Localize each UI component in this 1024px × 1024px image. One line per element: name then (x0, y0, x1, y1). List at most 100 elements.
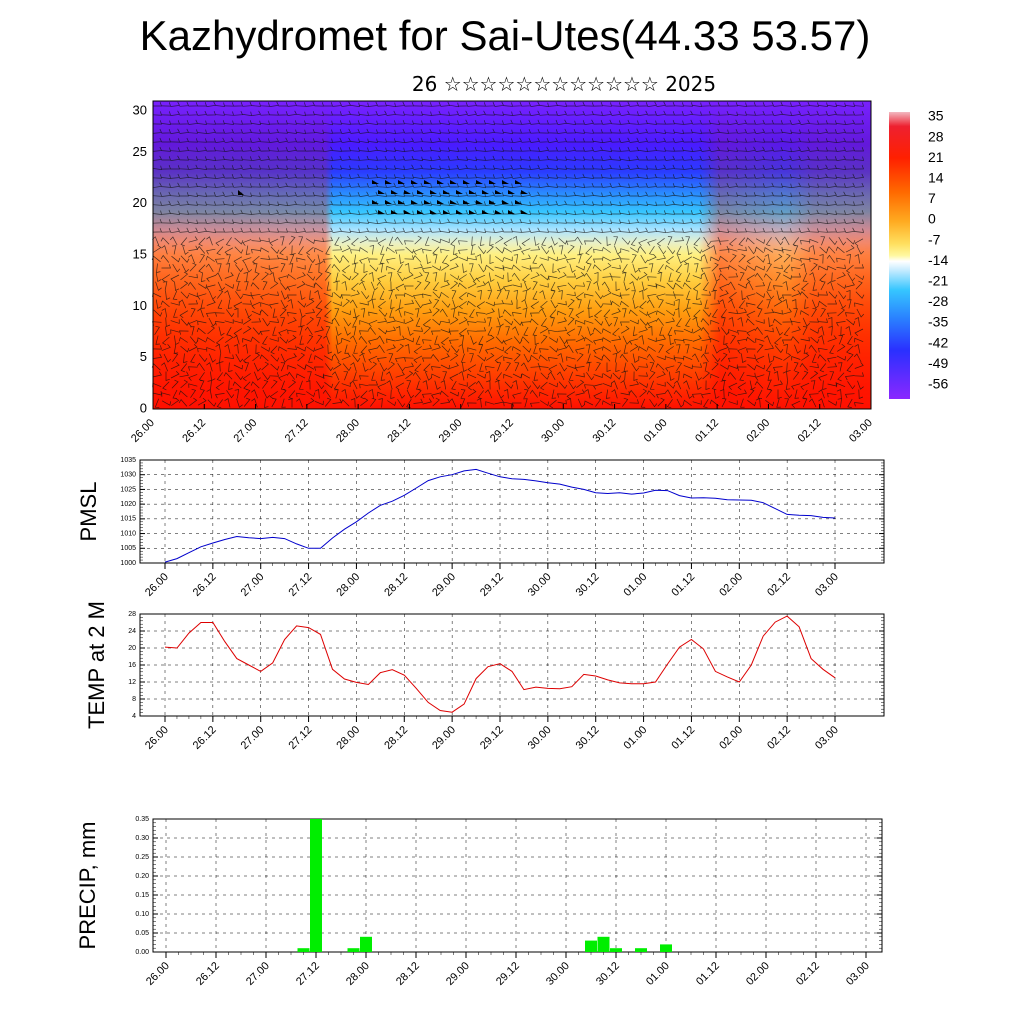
temp-ylabel: TEMP at 2 M (84, 601, 109, 729)
x-tick-label: 30.00 (526, 571, 554, 599)
colorbar-label: -21 (928, 273, 948, 289)
y-tick-label: 0.05 (135, 930, 149, 937)
precip-bar (585, 940, 597, 952)
x-tick-label: 26.00 (143, 571, 171, 599)
x-tick-label: 29.12 (478, 571, 506, 599)
x-tick-label: 26.00 (143, 724, 171, 752)
y-tick-label: 0.00 (135, 949, 149, 956)
precip-bar (635, 948, 647, 952)
y-tick-label: 1015 (120, 516, 136, 523)
y-tick-label: 0.20 (135, 873, 149, 880)
chart-title: Kazhydromet for Sai-Utes(44.33 53.57) (139, 12, 871, 59)
pmsl-frame (139, 459, 885, 564)
x-tick-label: 30.12 (594, 960, 622, 988)
x-tick-label: 29.12 (494, 960, 522, 988)
x-tick-label: 01.12 (694, 960, 722, 988)
y-tick-label: 10 (133, 298, 147, 313)
chart-subtitle: 26 ☆☆☆☆☆☆☆☆☆☆☆☆ 2025 (411, 72, 717, 96)
x-tick-label: 30.00 (544, 960, 572, 988)
colorbar-label: -42 (928, 334, 948, 350)
precip-bar (360, 936, 372, 952)
y-tick-label: 28 (128, 611, 136, 618)
precip-bar (310, 819, 322, 952)
x-tick-label: 02.00 (744, 960, 772, 988)
y-tick-label: 1035 (120, 457, 136, 464)
x-tick-label: 03.00 (813, 724, 841, 752)
x-tick-label: 28.00 (334, 417, 362, 445)
y-tick-label: 24 (128, 628, 136, 635)
x-tick-label: 02.12 (796, 417, 824, 445)
x-tick-label: 27.12 (287, 724, 315, 752)
x-tick-label: 01.00 (642, 417, 670, 445)
heatmap-warm-cores (153, 101, 871, 409)
colorbar-label: 0 (928, 211, 936, 227)
x-tick-label: 02.00 (717, 571, 745, 599)
x-tick-label: 03.00 (847, 417, 875, 445)
pmsl-ylabel: PMSL (76, 482, 101, 542)
x-tick-label: 27.12 (283, 417, 311, 445)
x-tick-label: 29.12 (488, 417, 516, 445)
y-tick-label: 1030 (120, 472, 136, 479)
y-tick-label: 0 (140, 400, 147, 415)
x-tick-label: 27.12 (287, 571, 315, 599)
colorbar-label: -28 (928, 293, 948, 309)
colorbar-label: -56 (928, 376, 948, 392)
colorbar-label: -14 (928, 252, 948, 268)
x-tick-label: 26.12 (194, 960, 222, 988)
precip-bar (347, 948, 360, 952)
y-tick-label: 0.10 (135, 911, 149, 918)
y-tick-label: 25 (133, 144, 147, 159)
x-tick-label: 28.12 (382, 724, 410, 752)
y-tick-label: 5 (140, 349, 147, 364)
x-tick-label: 30.12 (591, 417, 619, 445)
x-tick-label: 29.00 (444, 960, 472, 988)
colorbar-label: 7 (928, 190, 936, 206)
y-tick-label: 0.25 (135, 854, 149, 861)
x-tick-label: 29.00 (437, 417, 465, 445)
x-tick-label: 01.12 (669, 724, 697, 752)
x-tick-label: 30.00 (539, 417, 567, 445)
x-tick-label: 01.12 (669, 571, 697, 599)
wind-barbs (151, 101, 865, 409)
precip-bar (660, 944, 672, 952)
colorbar-label: -35 (928, 314, 948, 330)
y-tick-label: 0.35 (135, 816, 149, 823)
x-tick-label: 28.12 (385, 417, 413, 445)
precip-bar (610, 948, 622, 952)
precip-ylabel: PRECIP, mm (75, 822, 100, 950)
y-tick-label: 1025 (120, 486, 136, 493)
x-tick-label: 28.12 (382, 571, 410, 599)
x-tick-label: 01.00 (622, 571, 650, 599)
temp-line (164, 615, 836, 713)
x-tick-label: 26.12 (191, 571, 219, 599)
x-tick-label: 27.12 (294, 960, 322, 988)
x-tick-label: 27.00 (244, 960, 272, 988)
y-tick-label: 15 (133, 246, 147, 261)
colorbar-label: 35 (928, 108, 944, 124)
x-tick-label: 30.12 (574, 724, 602, 752)
x-tick-label: 02.00 (717, 724, 745, 752)
x-tick-label: 27.00 (239, 724, 267, 752)
y-tick-label: 0.15 (135, 892, 149, 899)
x-tick-label: 29.12 (478, 724, 506, 752)
precip-bar (297, 948, 310, 952)
x-tick-label: 30.00 (526, 724, 554, 752)
x-tick-label: 02.12 (794, 960, 822, 988)
x-tick-label: 02.12 (765, 724, 793, 752)
x-tick-label: 01.00 (644, 960, 672, 988)
x-tick-label: 27.00 (232, 417, 260, 445)
colorbar-label: 14 (928, 170, 944, 186)
x-tick-label: 26.00 (144, 960, 172, 988)
y-tick-label: 20 (128, 645, 136, 652)
y-tick-label: 20 (133, 195, 147, 210)
colorbar-label: -7 (928, 231, 941, 247)
x-tick-label: 26.12 (191, 724, 219, 752)
y-tick-label: 1020 (120, 501, 136, 508)
x-tick-label: 29.00 (430, 724, 458, 752)
colorbar-label: 21 (928, 149, 944, 165)
x-tick-label: 29.00 (430, 571, 458, 599)
precip-frame (152, 818, 883, 953)
x-tick-label: 27.00 (239, 571, 267, 599)
y-tick-label: 1000 (120, 560, 136, 567)
x-tick-label: 01.12 (693, 417, 721, 445)
